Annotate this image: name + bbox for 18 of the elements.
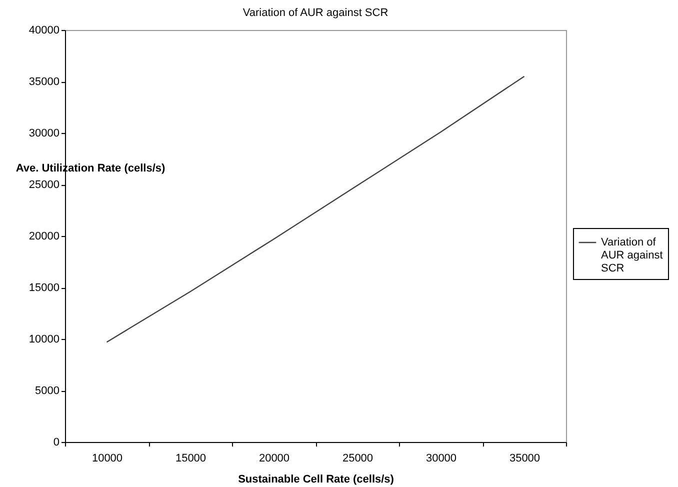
x-axis-title: Sustainable Cell Rate (cells/s) xyxy=(238,474,394,486)
y-tick-label: 40000 xyxy=(28,24,60,36)
x-tick-label: 25000 xyxy=(342,452,374,464)
x-tick-label: 35000 xyxy=(509,452,540,464)
legend-label: Variation of AUR against SCR xyxy=(601,236,663,274)
y-tick-label: 35000 xyxy=(28,76,60,88)
x-tick-label: 15000 xyxy=(175,452,206,464)
x-tick-label: 30000 xyxy=(426,452,457,464)
y-tick-label: 20000 xyxy=(28,230,60,242)
y-tick-label: 10000 xyxy=(28,334,60,346)
y-tick-label: 15000 xyxy=(28,282,60,294)
x-tick-label: 20000 xyxy=(258,452,290,464)
y-tick-label: 5000 xyxy=(35,385,60,397)
y-tick-label: 0 xyxy=(53,436,60,448)
y-tick-label: 30000 xyxy=(28,128,60,140)
x-tick-label: 10000 xyxy=(92,452,123,464)
chart-title: Variation of AUR against SCR xyxy=(242,7,388,19)
y-tick-label: 25000 xyxy=(28,179,60,191)
